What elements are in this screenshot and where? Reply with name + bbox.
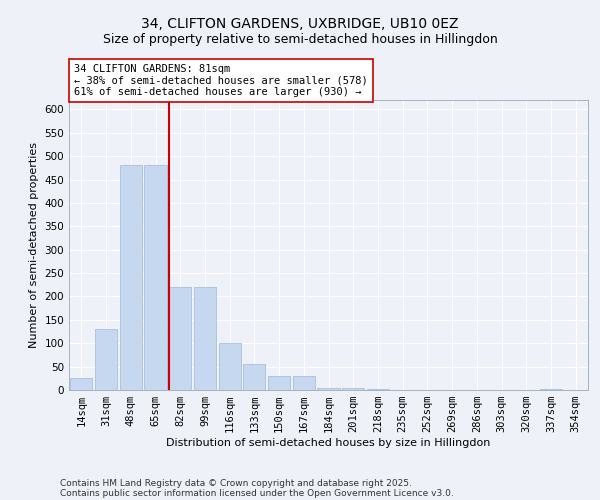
Text: Size of property relative to semi-detached houses in Hillingdon: Size of property relative to semi-detach… [103,32,497,46]
X-axis label: Distribution of semi-detached houses by size in Hillingdon: Distribution of semi-detached houses by … [166,438,491,448]
Bar [70,378,92,390]
Bar [145,166,167,390]
Bar [169,287,191,390]
Bar [293,376,315,390]
Text: 34, CLIFTON GARDENS, UXBRIDGE, UB10 0EZ: 34, CLIFTON GARDENS, UXBRIDGE, UB10 0EZ [141,18,459,32]
Bar [119,166,142,390]
Bar [218,343,241,390]
Text: Contains public sector information licensed under the Open Government Licence v3: Contains public sector information licen… [60,488,454,498]
Bar [317,388,340,390]
Bar [342,388,364,390]
Text: Contains HM Land Registry data © Crown copyright and database right 2025.: Contains HM Land Registry data © Crown c… [60,478,412,488]
Bar [194,287,216,390]
Bar [243,364,265,390]
Bar [268,376,290,390]
Bar [95,329,117,390]
Bar [367,389,389,390]
Y-axis label: Number of semi-detached properties: Number of semi-detached properties [29,142,39,348]
Bar [540,389,562,390]
Text: 34 CLIFTON GARDENS: 81sqm
← 38% of semi-detached houses are smaller (578)
61% of: 34 CLIFTON GARDENS: 81sqm ← 38% of semi-… [74,64,368,97]
